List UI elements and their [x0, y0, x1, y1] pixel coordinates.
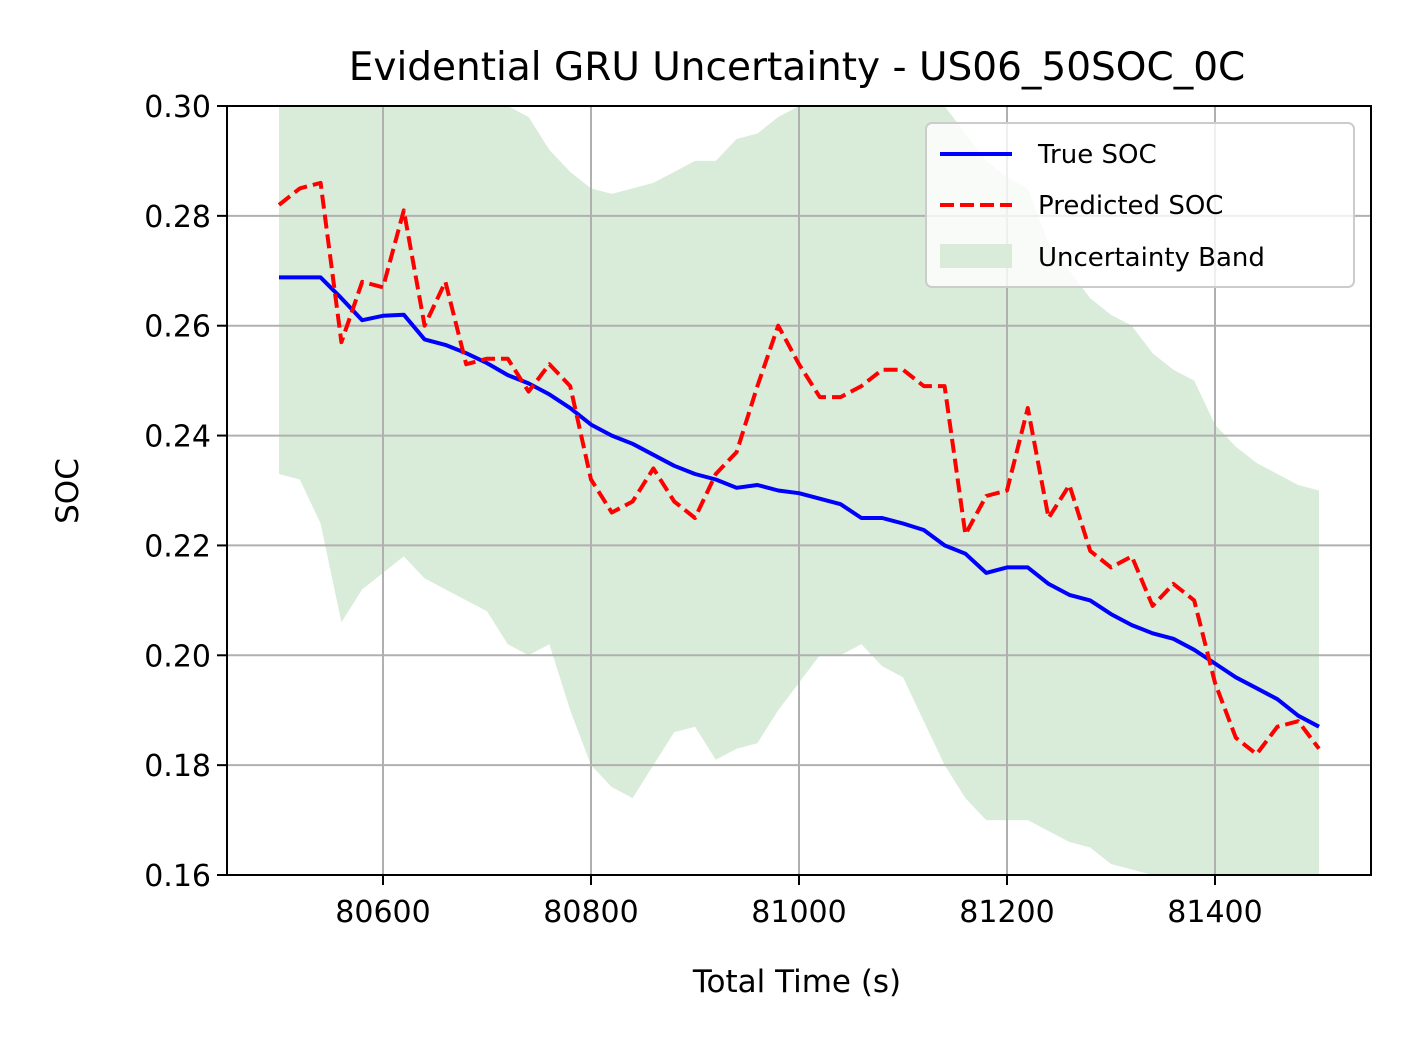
y-tick-label: 0.30: [144, 90, 211, 125]
x-axis-label: Total Time (s): [692, 964, 901, 1000]
x-tick-label: 81400: [1167, 895, 1262, 930]
tick-layer: 80600 80800 81000 81200 81400 0.16 0.18 0.20 0.2…: [144, 90, 1263, 930]
legend-label-true-soc: True SOC: [1037, 140, 1157, 170]
y-tick-label: 0.18: [144, 749, 211, 784]
x-tick-label: 81000: [751, 895, 846, 930]
predicted-soc-line: [277, 180, 1321, 757]
series-layer: [277, 180, 1321, 757]
legend-swatch-uncertainty-band: [940, 244, 1012, 268]
x-tick-label: 80600: [335, 895, 430, 930]
y-tick-label: 0.16: [144, 859, 211, 894]
true-soc-line: [279, 275, 1320, 729]
y-tick-label: 0.26: [144, 310, 211, 345]
legend-box: [925, 122, 1355, 288]
legend-label-predicted-soc: Predicted SOC: [1038, 191, 1223, 221]
chart-title: Evidential GRU Uncertainty - US06_50SOC_…: [349, 45, 1246, 90]
x-tick-label: 80800: [543, 895, 638, 930]
y-tick-label: 0.28: [144, 200, 211, 235]
x-tick-label: 81200: [959, 895, 1054, 930]
y-tick-label: 0.22: [144, 529, 211, 564]
y-tick-label: 0.20: [144, 639, 211, 674]
legend-label-uncertainty-band: Uncertainty Band: [1038, 243, 1265, 273]
y-axis-label: SOC: [50, 458, 86, 524]
legend: True SOC Predicted SOC Uncertainty Band: [925, 122, 1355, 288]
y-tick-label: 0.24: [144, 420, 211, 455]
